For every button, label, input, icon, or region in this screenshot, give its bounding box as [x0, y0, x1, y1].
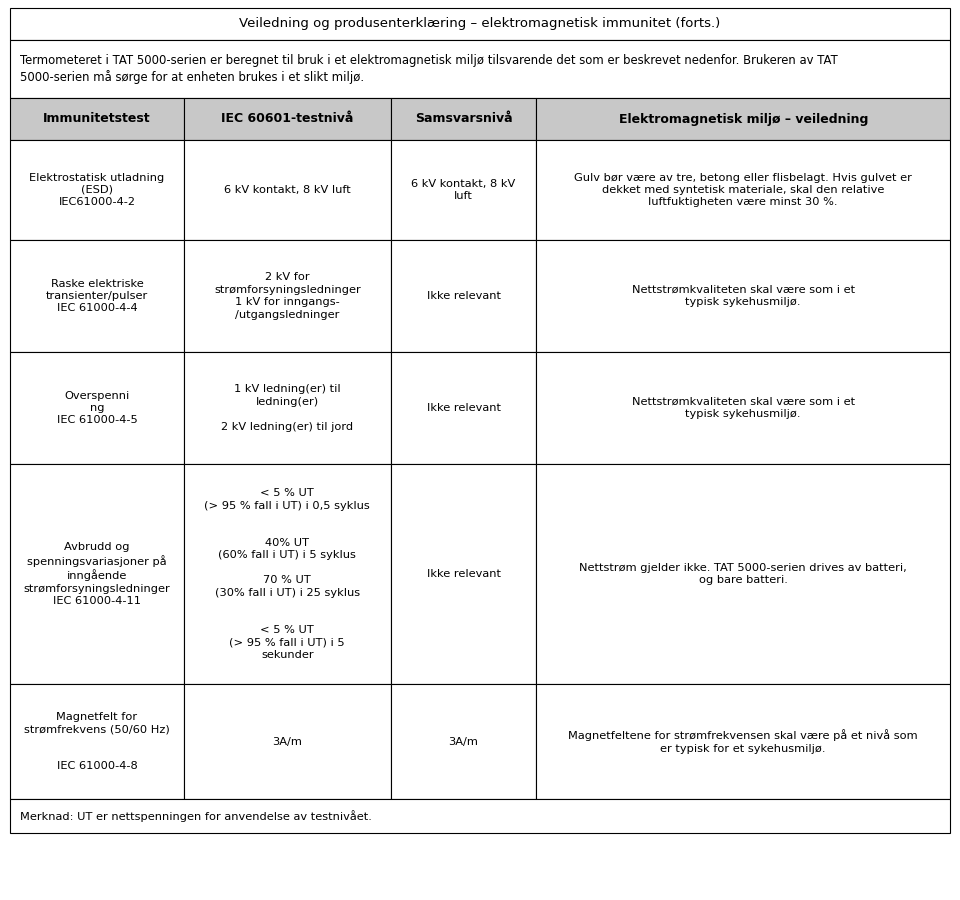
Text: Immunitetstest: Immunitetstest [43, 112, 151, 125]
Bar [10, 352, 184, 464]
Text: < 5 % UT
(> 95 % fall i UT) i 0,5 syklus


40% UT
(60% fall i UT) i 5 syklus

70: < 5 % UT (> 95 % fall i UT) i 0,5 syklus… [204, 489, 371, 660]
Text: Ikke relevant: Ikke relevant [426, 291, 500, 301]
Bar [184, 352, 391, 464]
Text: IEC 60601-testnivå: IEC 60601-testnivå [221, 112, 353, 125]
Bar [391, 98, 537, 140]
Text: Ikke relevant: Ikke relevant [426, 569, 500, 579]
Text: Gulv bør være av tre, betong eller flisbelagt. Hvis gulvet er
dekket med synteti: Gulv bør være av tre, betong eller flisb… [574, 173, 912, 207]
Text: 3A/m: 3A/m [448, 736, 478, 746]
Text: Elektrostatisk utladning
(ESD)
IEC61000-4-2: Elektrostatisk utladning (ESD) IEC61000-… [30, 173, 164, 207]
Text: Termometeret i TAT 5000-serien er beregnet til bruk i et elektromagnetisk miljø : Termometeret i TAT 5000-serien er beregn… [20, 54, 838, 84]
Text: Magnetfelt for
strømfrekvens (50/60 Hz)


IEC 61000-4-8: Magnetfelt for strømfrekvens (50/60 Hz) … [24, 712, 170, 771]
Text: Merknad: UT er nettspenningen for anvendelse av testnivået.: Merknad: UT er nettspenningen for anvend… [20, 810, 372, 822]
Bar [10, 464, 184, 684]
Text: Samsvarsnivå: Samsvarsnivå [415, 112, 513, 125]
Bar [391, 464, 537, 684]
Text: 6 kV kontakt, 8 kV
luft: 6 kV kontakt, 8 kV luft [412, 179, 516, 202]
Bar [537, 352, 950, 464]
Bar [537, 240, 950, 352]
Bar [10, 98, 184, 140]
Bar [537, 464, 950, 684]
Bar [184, 240, 391, 352]
Bar [10, 240, 184, 352]
Text: Elektromagnetisk miljø – veiledning: Elektromagnetisk miljø – veiledning [618, 112, 868, 125]
Bar [391, 684, 537, 799]
Text: Raske elektriske
transienter/pulser
IEC 61000-4-4: Raske elektriske transienter/pulser IEC … [46, 279, 148, 313]
Bar [10, 799, 950, 833]
Bar [184, 98, 391, 140]
Bar [10, 140, 184, 240]
Bar [10, 40, 950, 98]
Text: Veiledning og produsenterklæring – elektromagnetisk immunitet (forts.): Veiledning og produsenterklæring – elekt… [239, 17, 721, 31]
Text: Nettstrøm gjelder ikke. TAT 5000-serien drives av batteri,
og bare batteri.: Nettstrøm gjelder ikke. TAT 5000-serien … [579, 562, 907, 585]
Text: 1 kV ledning(er) til
ledning(er)

2 kV ledning(er) til jord: 1 kV ledning(er) til ledning(er) 2 kV le… [221, 384, 353, 432]
Bar [391, 352, 537, 464]
Text: 3A/m: 3A/m [273, 736, 302, 746]
Bar [537, 98, 950, 140]
Bar [391, 140, 537, 240]
Bar [537, 684, 950, 799]
Bar [184, 140, 391, 240]
Bar [10, 8, 950, 40]
Text: Magnetfeltene for strømfrekvensen skal være på et nivå som
er typisk for et syke: Magnetfeltene for strømfrekvensen skal v… [568, 729, 918, 753]
Text: Ikke relevant: Ikke relevant [426, 403, 500, 413]
Bar [10, 684, 184, 799]
Bar [184, 684, 391, 799]
Text: Avbrudd og
spenningsvariasjoner på
inngående
strømforsyningsledninger
IEC 61000-: Avbrudd og spenningsvariasjoner på inngå… [24, 542, 170, 607]
Text: 6 kV kontakt, 8 kV luft: 6 kV kontakt, 8 kV luft [224, 185, 350, 195]
Bar [184, 464, 391, 684]
Text: Overspenni
ng
IEC 61000-4-5: Overspenni ng IEC 61000-4-5 [57, 391, 137, 426]
Text: Nettstrømkvaliteten skal være som i et
typisk sykehusmiljø.: Nettstrømkvaliteten skal være som i et t… [632, 397, 854, 419]
Text: Nettstrømkvaliteten skal være som i et
typisk sykehusmiljø.: Nettstrømkvaliteten skal være som i et t… [632, 284, 854, 307]
Bar [391, 240, 537, 352]
Text: 2 kV for
strømforsyningsledninger
1 kV for inngangs-
/utgangsledninger: 2 kV for strømforsyningsledninger 1 kV f… [214, 273, 361, 320]
Bar [537, 140, 950, 240]
